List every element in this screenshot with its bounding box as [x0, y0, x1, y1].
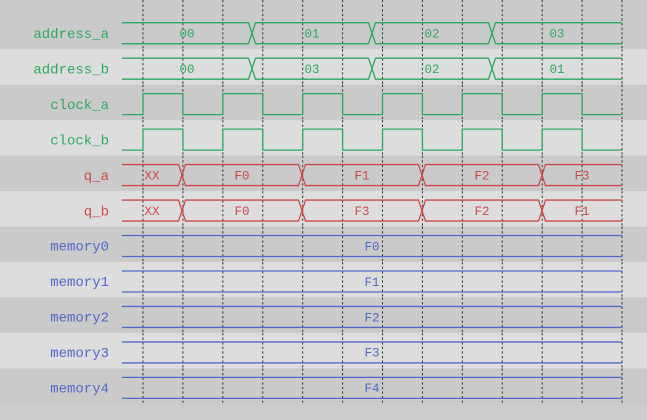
svg-text:memory3: memory3: [50, 346, 109, 362]
svg-text:address_a: address_a: [33, 27, 109, 43]
svg-text:memory1: memory1: [50, 275, 109, 291]
svg-text:F0: F0: [364, 240, 379, 254]
svg-text:F3: F3: [354, 205, 369, 219]
svg-text:02: 02: [424, 63, 439, 77]
svg-text:clock_b: clock_b: [50, 133, 109, 149]
svg-text:00: 00: [179, 27, 194, 41]
svg-text:F3: F3: [364, 347, 379, 361]
svg-text:03: 03: [549, 27, 564, 41]
svg-text:03: 03: [304, 63, 319, 77]
svg-text:00: 00: [179, 63, 194, 77]
svg-text:XX: XX: [144, 169, 160, 183]
svg-text:XX: XX: [144, 205, 160, 219]
svg-text:F0: F0: [234, 205, 249, 219]
svg-text:q_a: q_a: [84, 169, 109, 185]
svg-text:F4: F4: [364, 382, 379, 396]
svg-text:address_b: address_b: [33, 62, 109, 78]
svg-text:q_b: q_b: [84, 204, 109, 220]
svg-text:01: 01: [304, 27, 319, 41]
svg-text:F1: F1: [574, 205, 589, 219]
svg-text:memory2: memory2: [50, 311, 109, 327]
svg-text:02: 02: [424, 27, 439, 41]
svg-text:memory0: memory0: [50, 240, 109, 256]
svg-text:memory4: memory4: [50, 382, 109, 398]
svg-text:F3: F3: [574, 169, 589, 183]
svg-text:F2: F2: [474, 205, 489, 219]
svg-text:F2: F2: [474, 169, 489, 183]
svg-text:F0: F0: [234, 169, 249, 183]
svg-text:F1: F1: [364, 276, 379, 290]
svg-text:F2: F2: [364, 311, 379, 325]
svg-text:F1: F1: [354, 169, 369, 183]
svg-text:clock_a: clock_a: [50, 98, 109, 114]
svg-text:01: 01: [549, 63, 564, 77]
